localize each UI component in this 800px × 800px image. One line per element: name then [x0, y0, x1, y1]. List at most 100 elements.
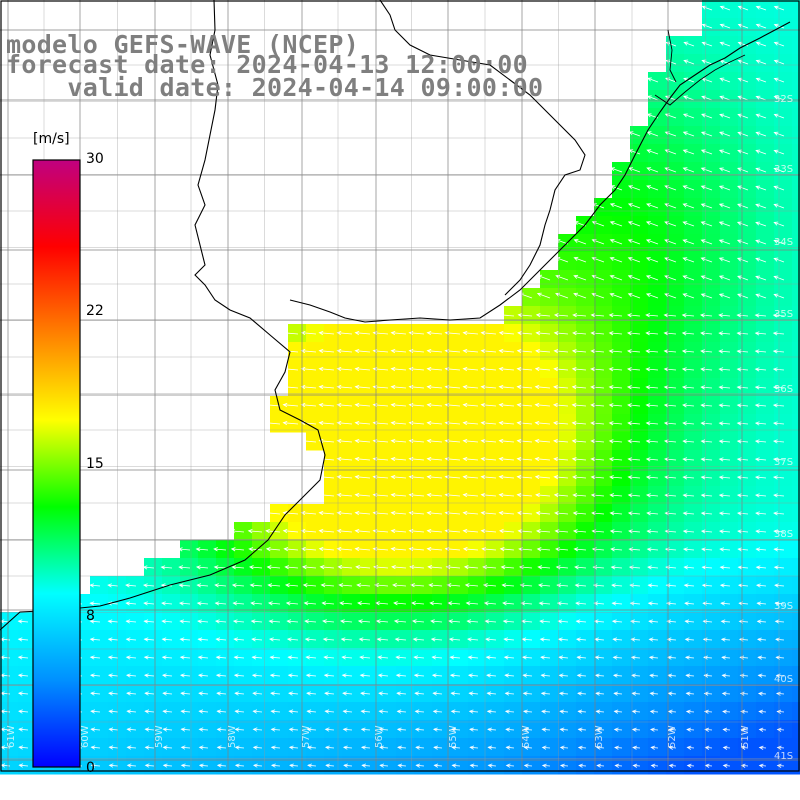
wind-arrow: [397, 745, 407, 750]
field-cell: [252, 522, 271, 541]
wind-arrow: [646, 167, 659, 173]
wind-arrow: [517, 529, 533, 534]
wind-arrow: [646, 529, 659, 534]
wind-arrow: [700, 131, 713, 137]
field-cell: [558, 414, 577, 433]
wind-arrow: [736, 421, 749, 426]
field-cell: [720, 666, 739, 685]
wind-arrow: [336, 510, 353, 516]
field-cell: [360, 432, 379, 451]
field-cell: [756, 558, 775, 577]
wind-arrow: [737, 113, 749, 119]
field-cell: [576, 648, 595, 667]
wind-arrow: [609, 275, 623, 281]
wind-arrow: [775, 655, 785, 660]
field-cell: [540, 756, 559, 775]
wind-arrow: [700, 475, 713, 480]
colorbar: [32, 159, 81, 768]
wind-arrow: [540, 691, 551, 696]
wind-arrow: [534, 402, 551, 408]
field-cell: [360, 738, 379, 757]
field-cell: [648, 360, 667, 379]
wind-arrow: [701, 583, 713, 588]
wind-arrow: [336, 492, 353, 498]
field-cell: [522, 360, 541, 379]
field-cell: [738, 756, 757, 775]
wind-arrow: [505, 745, 515, 750]
wind-arrow: [682, 221, 695, 227]
wind-arrow: [449, 673, 461, 678]
wind-arrow: [576, 673, 587, 678]
wind-arrow: [722, 709, 731, 714]
field-cell: [342, 540, 361, 559]
wind-arrow: [356, 583, 371, 588]
field-cell: [180, 756, 199, 775]
field-cell: [198, 720, 217, 739]
wind-arrow: [571, 367, 587, 372]
field-cell: [684, 144, 703, 163]
field-cell: [630, 612, 649, 631]
field-cell: [612, 594, 631, 613]
field-cell: [576, 738, 595, 757]
field-cell: [612, 756, 631, 775]
field-cell: [522, 324, 541, 343]
wind-arrow: [700, 385, 713, 390]
field-cell: [414, 720, 433, 739]
wind-arrow: [378, 709, 389, 714]
field-cell: [558, 576, 577, 595]
field-cell: [90, 612, 109, 631]
field-cell: [576, 270, 595, 289]
field-cell: [666, 342, 685, 361]
wind-arrow: [590, 385, 605, 390]
wind-arrow: [681, 331, 695, 336]
wind-arrow: [394, 637, 407, 642]
field-cell: [396, 360, 415, 379]
field-cell: [666, 378, 685, 397]
wind-arrow: [539, 637, 551, 642]
wind-arrow: [480, 366, 497, 372]
field-cell: [702, 36, 721, 55]
wind-arrow: [663, 349, 677, 354]
wind-arrow: [683, 583, 695, 588]
field-cell: [774, 702, 793, 721]
field-cell: [414, 360, 433, 379]
title-forecast-date: forecast date: 2024-04-13 12:00:00: [6, 50, 528, 79]
field-cell: [522, 396, 541, 415]
field-cell: [252, 576, 271, 595]
field-cell: [432, 666, 451, 685]
field-cell: [432, 738, 451, 757]
wind-arrow: [377, 655, 389, 660]
field-cell: [432, 468, 451, 487]
field-cell: [792, 234, 800, 253]
field-cell: [306, 684, 325, 703]
field-cell: [414, 630, 433, 649]
wind-arrow: [774, 601, 785, 606]
field-cell: [576, 324, 595, 343]
field-cell: [378, 342, 397, 361]
wind-arrow: [498, 330, 515, 336]
wind-arrow: [126, 691, 137, 696]
field-cell: [792, 0, 800, 19]
field-cell: [414, 486, 433, 505]
wind-arrow: [462, 420, 479, 426]
field-cell: [576, 756, 595, 775]
field-cell: [594, 378, 613, 397]
field-cell: [774, 450, 793, 469]
field-cell: [198, 612, 217, 631]
field-cell: [162, 702, 181, 721]
field-cell: [486, 450, 505, 469]
wind-arrow: [125, 601, 137, 606]
field-cell: [306, 576, 325, 595]
wind-arrow: [248, 547, 263, 552]
field-cell: [396, 342, 415, 361]
wind-arrow: [162, 745, 173, 750]
wind-arrow: [610, 547, 623, 552]
wind-arrow: [480, 402, 497, 408]
wind-arrow: [718, 239, 731, 245]
field-cell: [396, 594, 415, 613]
wind-arrow: [737, 529, 749, 534]
field-cell: [486, 324, 505, 343]
field-cell: [126, 576, 145, 595]
wind-arrow: [17, 637, 29, 642]
wind-arrow: [645, 367, 659, 372]
